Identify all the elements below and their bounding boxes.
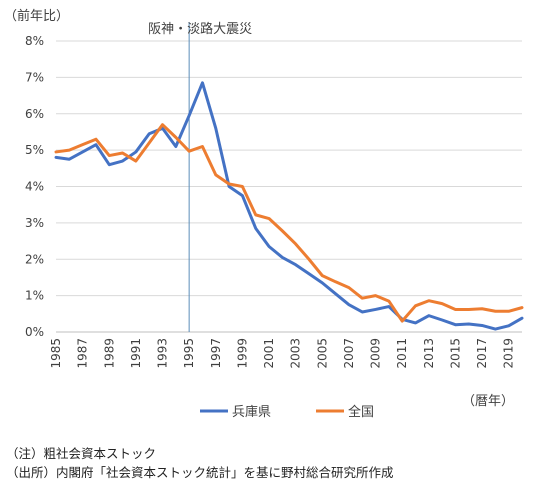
x-tick-label: 2015 bbox=[448, 338, 462, 369]
series-line bbox=[54, 81, 524, 331]
y-tick-label: 8% bbox=[25, 34, 44, 48]
y-tick-label: 7% bbox=[25, 70, 44, 84]
x-tick-label: 2011 bbox=[395, 338, 409, 369]
x-axis-ticks: 1985 1987 1989 1991 1993 1995 1997 1999 2001 2003… bbox=[49, 338, 516, 369]
legend-label: 全国 bbox=[348, 404, 374, 420]
y-unit-label: （前年比） bbox=[4, 8, 69, 24]
line-chart: 0%1%2%3%4%5%6%7%8% 1985 1987 1989 1991 1993 1… bbox=[4, 8, 524, 420]
y-tick-label: 4% bbox=[25, 180, 44, 194]
y-tick-label: 5% bbox=[25, 143, 44, 157]
x-tick-label: 2013 bbox=[422, 338, 436, 369]
x-tick-label: 1999 bbox=[235, 338, 249, 369]
legend: 兵庫県 全国 bbox=[200, 404, 374, 420]
y-tick-label: 1% bbox=[25, 289, 44, 303]
x-tick-label: 1997 bbox=[209, 338, 223, 369]
x-tick-label: 1985 bbox=[49, 338, 63, 369]
x-tick-label: 1995 bbox=[182, 338, 196, 369]
y-tick-label: 3% bbox=[25, 216, 44, 230]
x-tick-label: 2005 bbox=[315, 338, 329, 369]
x-tick-label: 2017 bbox=[475, 338, 489, 369]
note-line-1: （注）粗社会資本ストック bbox=[6, 446, 157, 461]
x-tick-label: 1989 bbox=[102, 338, 116, 369]
gridlines bbox=[56, 40, 522, 333]
x-tick-label: 2007 bbox=[342, 338, 356, 369]
y-axis-ticks: 0% 1% 2% 3% 4% 5% 6% 7% 8% bbox=[25, 34, 44, 339]
x-unit-label: （暦年） bbox=[462, 394, 514, 409]
y-tick-label: 0% bbox=[25, 325, 44, 339]
x-tick-label: 1987 bbox=[76, 338, 90, 369]
x-tick-label: 2001 bbox=[262, 338, 276, 369]
x-tick-label: 1993 bbox=[156, 338, 170, 369]
x-tick-label: 2019 bbox=[502, 338, 516, 369]
x-tick-label: 2003 bbox=[289, 338, 303, 369]
x-tick-label: 2009 bbox=[369, 338, 383, 369]
series-lines bbox=[54, 81, 524, 331]
series-line bbox=[54, 123, 524, 323]
y-tick-label: 6% bbox=[25, 107, 44, 121]
legend-label: 兵庫県 bbox=[232, 405, 271, 420]
notes: （注）粗社会資本ストック （出所）内閣府「社会資本ストック統計」を基に野村総合研… bbox=[6, 444, 394, 482]
x-tick-label: 1991 bbox=[129, 338, 143, 369]
earthquake-annotation: 阪神・淡路大震災 bbox=[148, 21, 252, 37]
y-tick-label: 2% bbox=[25, 252, 44, 266]
source-line: （出所）内閣府「社会資本ストック統計」を基に野村総合研究所作成 bbox=[6, 465, 394, 480]
